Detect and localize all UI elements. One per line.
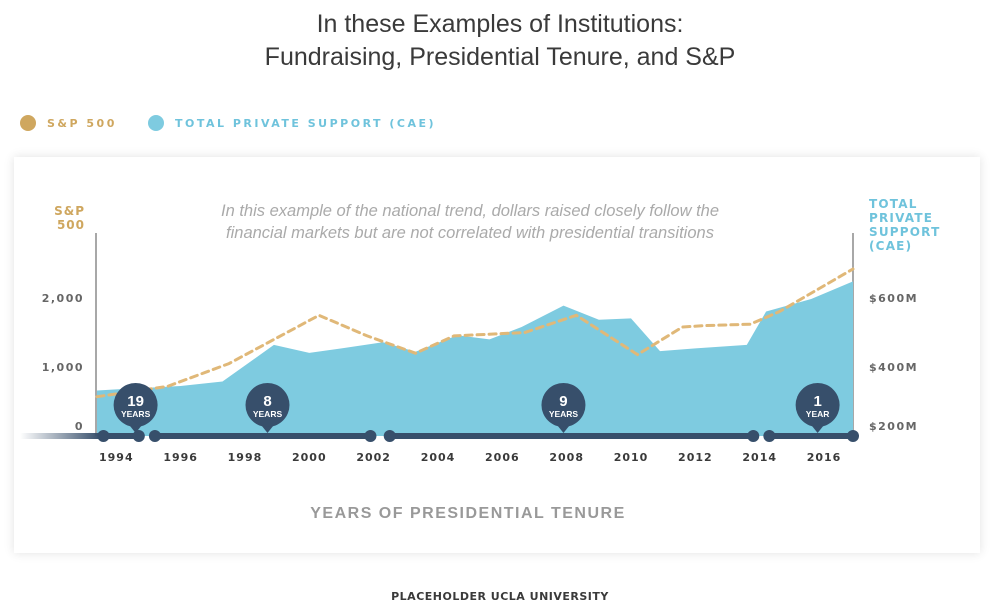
tenure-bar-2 [154,433,371,439]
x-tick-label-2010: 2010 [614,451,649,464]
legend-swatch-cae [148,115,164,131]
tenure-start-dot-2 [148,430,161,442]
right-tick-label-600: $600M [869,292,918,305]
chart-svg: In this example of the national trend, d… [20,197,940,522]
tenure-years-value: 1 [813,393,821,410]
legend-label-cae: TOTAL PRIVATE SUPPORT (CAE) [175,117,437,130]
legend-label-sp500: S&P 500 [47,117,117,130]
tenure-marker-bubble [795,383,840,427]
tenure-years-value: 19 [127,393,144,410]
right-tick-label-200: $200M [869,420,918,433]
x-tick-label-2014: 2014 [742,451,777,464]
sp500-line [95,267,855,399]
right-tick-label-400: $400M [869,361,918,374]
title-line-1: In these Examples of Institutions: [316,10,684,38]
right-axis-label-line-2: PRIVATE [869,211,933,225]
x-tick-label-2008: 2008 [549,451,584,464]
x-tick-label-1998: 1998 [228,451,263,464]
tenure-years-value: 8 [263,393,271,410]
legend-swatch-sp500 [20,115,36,131]
left-axis-label-line-2: 500 [57,218,85,232]
tenure-marker-bubble [541,383,586,427]
x-axis-label: YEARS OF PRESIDENTIAL TENURE [310,505,626,522]
x-tick-label-2006: 2006 [485,451,520,464]
left-axis-label-line-1: S&P [54,204,85,218]
tenure-end-dot-3 [747,430,760,442]
timeline-fade [20,433,100,439]
x-tick-label-2000: 2000 [292,451,327,464]
cae-area [97,281,853,436]
tenure-bar-1 [103,433,139,439]
x-tick-label-1994: 1994 [99,451,134,464]
tenure-years-unit: YEAR [806,409,830,419]
right-axis-label-line-4: (CAE) [869,239,912,253]
annotation-line-1: In this example of the national trend, d… [221,202,719,220]
tenure-bar-4 [769,433,853,439]
tenure-bar-3 [389,433,754,439]
tenure-start-dot-1 [97,430,110,442]
left-tick-label-1000: 1,000 [42,361,84,374]
right-axis-label-line-3: SUPPORT [869,225,940,239]
chart-panel: In this example of the national trend, d… [14,157,980,553]
footer-source: PLACEHOLDER UCLA UNIVERSITY [391,590,609,603]
chart-title: In these Examples of Institutions: Fundr… [0,8,1000,74]
tenure-start-dot-3 [383,430,396,442]
x-tick-label-2016: 2016 [807,451,842,464]
tenure-years-unit: YEARS [121,409,151,419]
x-tick-label-2002: 2002 [356,451,391,464]
left-tick-label-0: 0 [75,420,84,433]
tenure-marker-bubble [113,383,158,427]
annotation-line-2: financial markets but are not correlated… [226,224,714,242]
tenure-years-unit: YEARS [549,409,579,419]
x-tick-label-1996: 1996 [163,451,198,464]
x-tick-label-2004: 2004 [421,451,456,464]
x-tick-label-2012: 2012 [678,451,713,464]
right-axis-label-line-1: TOTAL [869,197,918,211]
left-tick-label-2000: 2,000 [42,292,84,305]
tenure-years-value: 9 [559,393,567,410]
title-line-2: Fundraising, Presidential Tenure, and S&… [264,43,736,71]
tenure-end-dot-2 [364,430,377,442]
tenure-end-dot-1 [132,430,145,442]
tenure-start-dot-4 [763,430,776,442]
tenure-end-dot-4 [847,430,859,442]
tenure-marker-bubble [245,383,290,427]
tenure-years-unit: YEARS [253,409,283,419]
